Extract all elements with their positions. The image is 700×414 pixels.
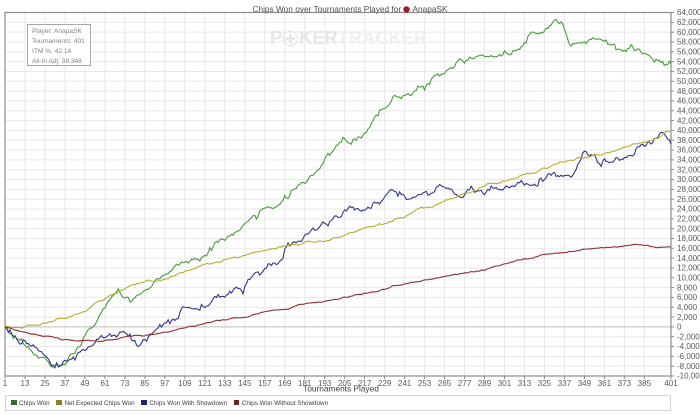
svg-text:22,000: 22,000 [677, 215, 700, 224]
svg-text:10,000: 10,000 [677, 274, 700, 283]
svg-text:42,000: 42,000 [677, 116, 700, 125]
svg-text:8,000: 8,000 [677, 283, 698, 292]
svg-text:-2,000: -2,000 [677, 332, 700, 341]
svg-text:253: 253 [418, 379, 432, 388]
svg-text:385: 385 [638, 379, 652, 388]
svg-text:40,000: 40,000 [677, 126, 700, 135]
svg-text:325: 325 [538, 379, 552, 388]
svg-text:337: 337 [558, 379, 572, 388]
svg-text:4,000: 4,000 [677, 303, 698, 312]
svg-text:265: 265 [438, 379, 452, 388]
svg-text:20,000: 20,000 [677, 224, 700, 233]
svg-text:26,000: 26,000 [677, 195, 700, 204]
svg-text:289: 289 [478, 379, 492, 388]
svg-text:60,000: 60,000 [677, 28, 700, 37]
svg-text:313: 313 [518, 379, 532, 388]
svg-text:56,000: 56,000 [677, 48, 700, 57]
svg-text:109: 109 [178, 379, 192, 388]
svg-text:36,000: 36,000 [677, 146, 700, 155]
svg-text:1: 1 [3, 379, 8, 388]
svg-text:277: 277 [458, 379, 472, 388]
svg-text:-6,000: -6,000 [677, 352, 700, 361]
svg-text:13: 13 [21, 379, 30, 388]
svg-text:62,000: 62,000 [677, 18, 700, 27]
svg-text:373: 373 [618, 379, 632, 388]
svg-text:169: 169 [278, 379, 292, 388]
svg-text:229: 229 [378, 379, 392, 388]
svg-text:121: 121 [198, 379, 212, 388]
svg-text:0: 0 [677, 323, 682, 332]
svg-text:24,000: 24,000 [677, 205, 700, 214]
svg-text:-8,000: -8,000 [677, 362, 700, 371]
svg-text:241: 241 [398, 379, 412, 388]
svg-text:52,000: 52,000 [677, 67, 700, 76]
svg-text:-10,000: -10,000 [677, 372, 700, 381]
svg-text:97: 97 [160, 379, 169, 388]
svg-text:54,000: 54,000 [677, 57, 700, 66]
svg-text:85: 85 [140, 379, 149, 388]
svg-text:34,000: 34,000 [677, 156, 700, 165]
svg-text:349: 349 [578, 379, 592, 388]
svg-text:49: 49 [80, 379, 89, 388]
svg-text:73: 73 [120, 379, 129, 388]
svg-text:37: 37 [60, 379, 69, 388]
svg-text:61: 61 [100, 379, 109, 388]
svg-text:12,000: 12,000 [677, 264, 700, 273]
svg-text:361: 361 [598, 379, 612, 388]
svg-text:18,000: 18,000 [677, 234, 700, 243]
svg-text:50,000: 50,000 [677, 77, 700, 86]
svg-text:48,000: 48,000 [677, 87, 700, 96]
svg-text:16,000: 16,000 [677, 244, 700, 253]
svg-text:25: 25 [41, 379, 50, 388]
svg-text:38,000: 38,000 [677, 136, 700, 145]
svg-text:2,000: 2,000 [677, 313, 698, 322]
svg-text:145: 145 [238, 379, 252, 388]
svg-text:28,000: 28,000 [677, 185, 700, 194]
svg-text:46,000: 46,000 [677, 97, 700, 106]
svg-text:Tournaments Played: Tournaments Played [303, 384, 379, 394]
svg-text:301: 301 [498, 379, 512, 388]
svg-text:58,000: 58,000 [677, 38, 700, 47]
svg-text:6,000: 6,000 [677, 293, 698, 302]
svg-text:-4,000: -4,000 [677, 342, 700, 351]
svg-text:14,000: 14,000 [677, 254, 700, 263]
svg-text:133: 133 [218, 379, 232, 388]
svg-text:157: 157 [258, 379, 272, 388]
svg-text:30,000: 30,000 [677, 175, 700, 184]
svg-text:32,000: 32,000 [677, 165, 700, 174]
svg-text:44,000: 44,000 [677, 106, 700, 115]
